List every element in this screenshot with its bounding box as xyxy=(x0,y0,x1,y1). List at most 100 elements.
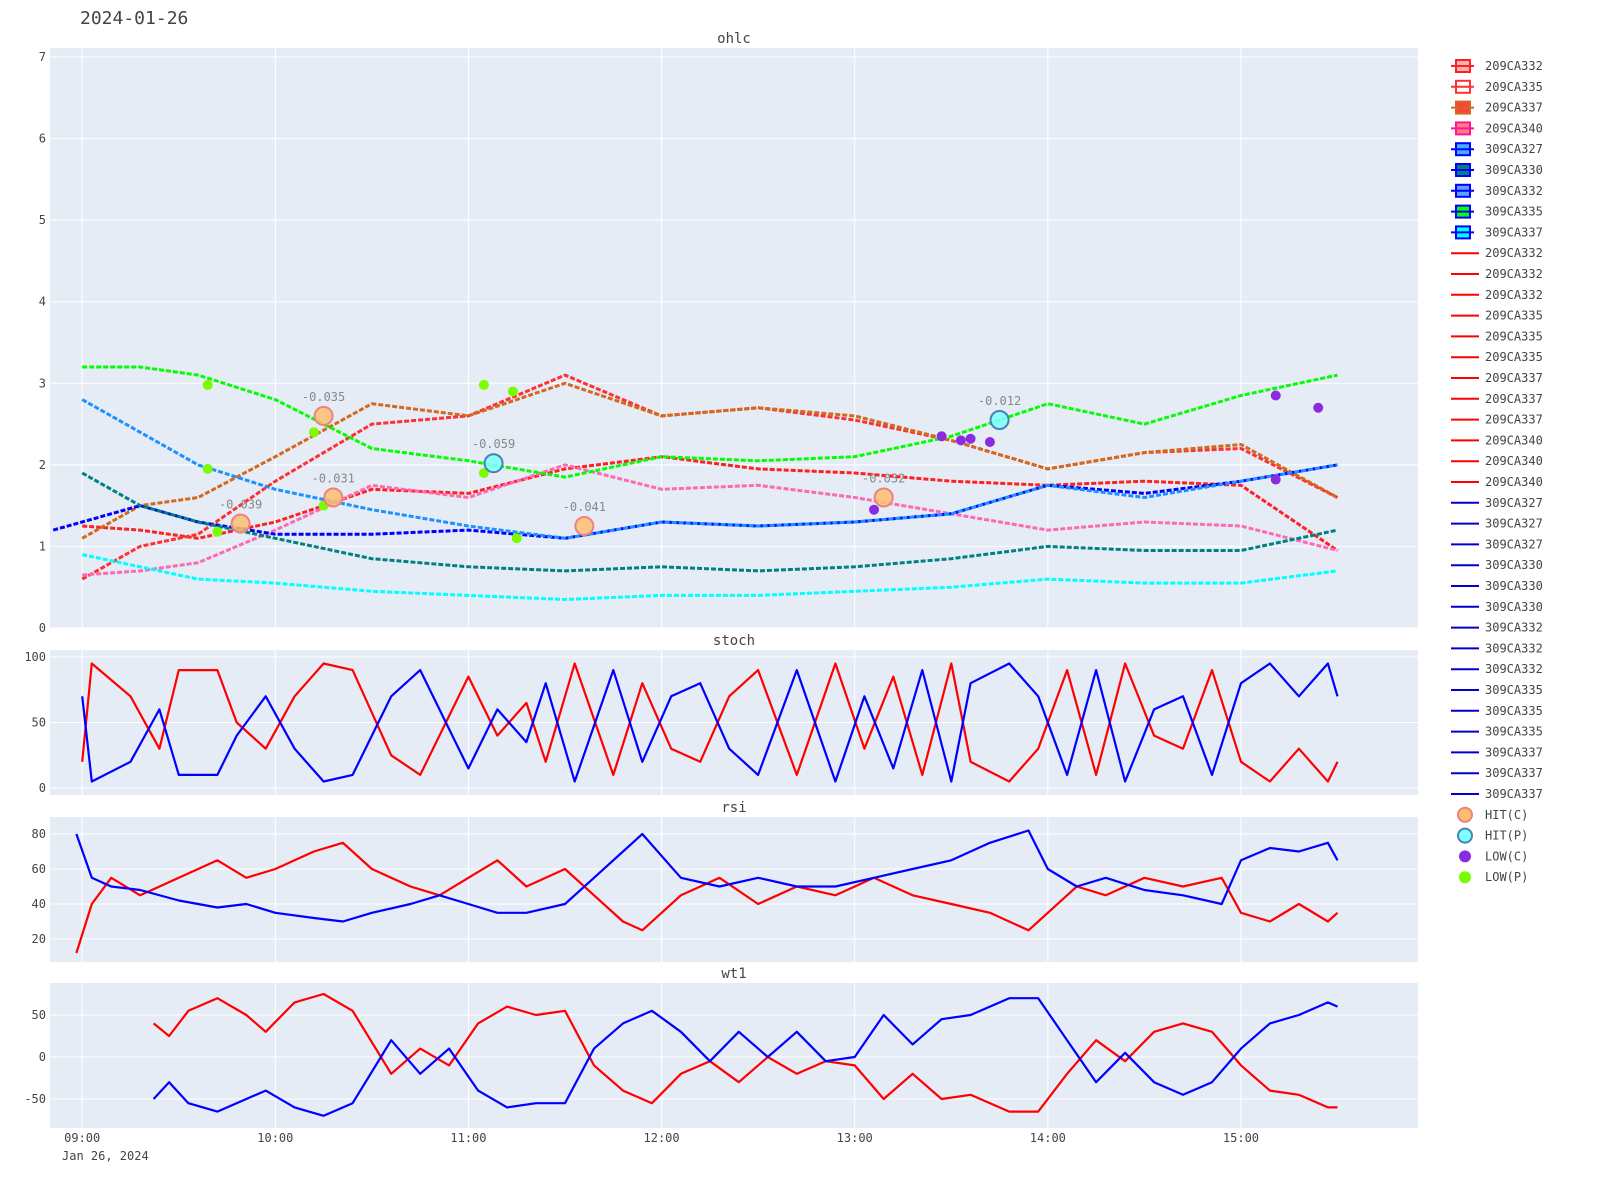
legend-label: 309CA337 xyxy=(1485,225,1543,239)
series-line-209[interactable] xyxy=(75,841,1339,954)
legend-item[interactable]: 209CA332 xyxy=(1451,288,1543,302)
panel-title: ohlc xyxy=(717,31,751,47)
low-p-marker[interactable] xyxy=(212,526,223,537)
low-c-marker[interactable] xyxy=(955,435,966,446)
legend-item[interactable]: 209CA335 xyxy=(1451,350,1543,364)
hit-c-marker[interactable] xyxy=(873,487,894,508)
low-p-marker[interactable] xyxy=(507,386,518,397)
legend-item[interactable]: 209CA337 xyxy=(1451,413,1543,427)
legend-item[interactable]: 209CA335 xyxy=(1451,329,1543,343)
legend-item[interactable]: LOW(P) xyxy=(1459,870,1528,884)
low-p-marker[interactable] xyxy=(202,379,213,390)
legend-item[interactable]: 209CA332 xyxy=(1451,267,1543,281)
legend-item[interactable]: 209CA340 xyxy=(1451,454,1543,468)
hit-c-marker[interactable] xyxy=(313,405,334,426)
legend-item[interactable]: 209CA340 xyxy=(1451,121,1543,136)
hit-c-label: -0.031 xyxy=(312,471,355,485)
series-line-309[interactable] xyxy=(152,997,1338,1117)
legend-item[interactable]: 309CA327 xyxy=(1451,517,1543,531)
low-p-marker[interactable] xyxy=(478,468,489,479)
series-line-209CA337[interactable] xyxy=(81,381,1339,540)
legend-label: 209CA340 xyxy=(1485,454,1543,468)
legend-item[interactable]: 309CA327 xyxy=(1451,496,1543,510)
low-p-marker[interactable] xyxy=(202,463,213,474)
legend-item[interactable]: 209CA332 xyxy=(1451,59,1543,73)
legend-item[interactable]: 209CA332 xyxy=(1451,246,1543,260)
low-p-marker[interactable] xyxy=(478,379,489,390)
y-tick-label: 80 xyxy=(32,827,46,841)
low-c-marker[interactable] xyxy=(984,437,995,448)
legend-label: 309CA332 xyxy=(1485,621,1543,635)
hit-c-marker[interactable] xyxy=(574,516,595,537)
legend-item[interactable]: HIT(P) xyxy=(1457,827,1528,844)
legend-label: 309CA332 xyxy=(1485,641,1543,655)
legend-item[interactable]: HIT(C) xyxy=(1457,806,1528,823)
hit-c-marker[interactable] xyxy=(230,513,251,534)
legend-item[interactable]: 309CA330 xyxy=(1451,558,1543,572)
series-line-309CA332[interactable] xyxy=(81,398,1338,540)
legend-label: LOW(P) xyxy=(1485,870,1528,884)
legend-item[interactable]: 309CA337 xyxy=(1451,225,1543,240)
legend-item[interactable]: 309CA327 xyxy=(1451,142,1543,157)
hit-p-marker[interactable] xyxy=(989,409,1010,430)
low-c-marker[interactable] xyxy=(869,504,880,515)
y-tick-label: 1 xyxy=(39,539,46,553)
legend-label: 309CA327 xyxy=(1485,142,1543,156)
y-tick-label: 20 xyxy=(32,932,46,946)
legend-item[interactable]: 309CA335 xyxy=(1451,683,1543,697)
legend-label: 209CA340 xyxy=(1485,475,1543,489)
panel-title: wt1 xyxy=(721,966,746,982)
legend-label: 309CA327 xyxy=(1485,517,1543,531)
legend-item[interactable]: 309CA337 xyxy=(1451,745,1543,759)
legend-item[interactable]: 209CA340 xyxy=(1451,433,1543,447)
hit-p-marker[interactable] xyxy=(483,453,504,474)
legend-item[interactable]: 209CA340 xyxy=(1451,475,1543,489)
legend-item[interactable]: 209CA337 xyxy=(1451,100,1543,115)
low-c-marker[interactable] xyxy=(936,431,947,442)
legend-item[interactable]: 309CA332 xyxy=(1451,183,1543,198)
legend-item[interactable]: 309CA332 xyxy=(1451,621,1543,635)
legend-label: HIT(C) xyxy=(1485,808,1528,822)
low-c-marker[interactable] xyxy=(965,433,976,444)
legend-item[interactable]: 309CA332 xyxy=(1451,641,1543,655)
legend-item[interactable]: 309CA332 xyxy=(1451,662,1543,676)
legend-item[interactable]: 209CA335 xyxy=(1451,79,1543,94)
legend[interactable]: 209CA332 209CA335 209CA337 209CA340 309CA327… xyxy=(1451,59,1543,884)
legend-item[interactable]: 209CA337 xyxy=(1451,392,1543,406)
low-c-marker[interactable] xyxy=(1270,474,1281,485)
series-line-209[interactable] xyxy=(152,992,1338,1113)
x-tick-label: 12:00 xyxy=(644,1131,680,1145)
legend-item[interactable]: 309CA337 xyxy=(1451,766,1543,780)
legend-item[interactable]: 309CA327 xyxy=(1451,537,1543,551)
legend-item[interactable]: 309CA330 xyxy=(1451,163,1543,177)
legend-item[interactable]: 309CA335 xyxy=(1451,725,1543,739)
legend-label: 309CA337 xyxy=(1485,745,1543,759)
legend-item[interactable]: 309CA335 xyxy=(1451,204,1543,219)
y-tick-label: 0 xyxy=(39,1050,46,1064)
y-tick-label: -50 xyxy=(24,1092,46,1106)
low-c-marker[interactable] xyxy=(1270,390,1281,401)
y-tick-label: 60 xyxy=(32,862,46,876)
subplot-panels: 0 1 2 3 4 5 6 7 ohlc -0.039 -0.035 -0.031 -0.041 -0.0… xyxy=(24,31,1418,1128)
y-tick-label: 4 xyxy=(39,295,46,309)
series-line-309[interactable] xyxy=(75,829,1339,923)
legend-item[interactable]: 309CA330 xyxy=(1451,579,1543,593)
series-line-309CA330[interactable] xyxy=(81,471,1338,573)
legend-item[interactable]: 309CA337 xyxy=(1451,787,1543,801)
x-tick-label: 13:00 xyxy=(837,1131,873,1145)
series-line-209CA340[interactable] xyxy=(82,463,1338,577)
legend-item[interactable]: 209CA337 xyxy=(1451,371,1543,385)
legend-item[interactable]: 209CA335 xyxy=(1451,309,1543,323)
hit-c-marker[interactable] xyxy=(323,487,344,508)
series-line-309CA337[interactable] xyxy=(81,553,1338,601)
low-p-marker[interactable] xyxy=(511,533,522,544)
low-p-marker[interactable] xyxy=(308,427,319,438)
legend-item[interactable]: LOW(C) xyxy=(1459,849,1528,863)
series-line-309[interactable] xyxy=(81,662,1339,783)
legend-item[interactable]: 309CA335 xyxy=(1451,704,1543,718)
legend-item[interactable]: 309CA330 xyxy=(1451,600,1543,614)
series-line-309CA335[interactable] xyxy=(82,365,1338,479)
low-c-marker[interactable] xyxy=(1313,402,1324,413)
legend-label: 309CA330 xyxy=(1485,558,1543,572)
legend-label: 209CA335 xyxy=(1485,309,1543,323)
